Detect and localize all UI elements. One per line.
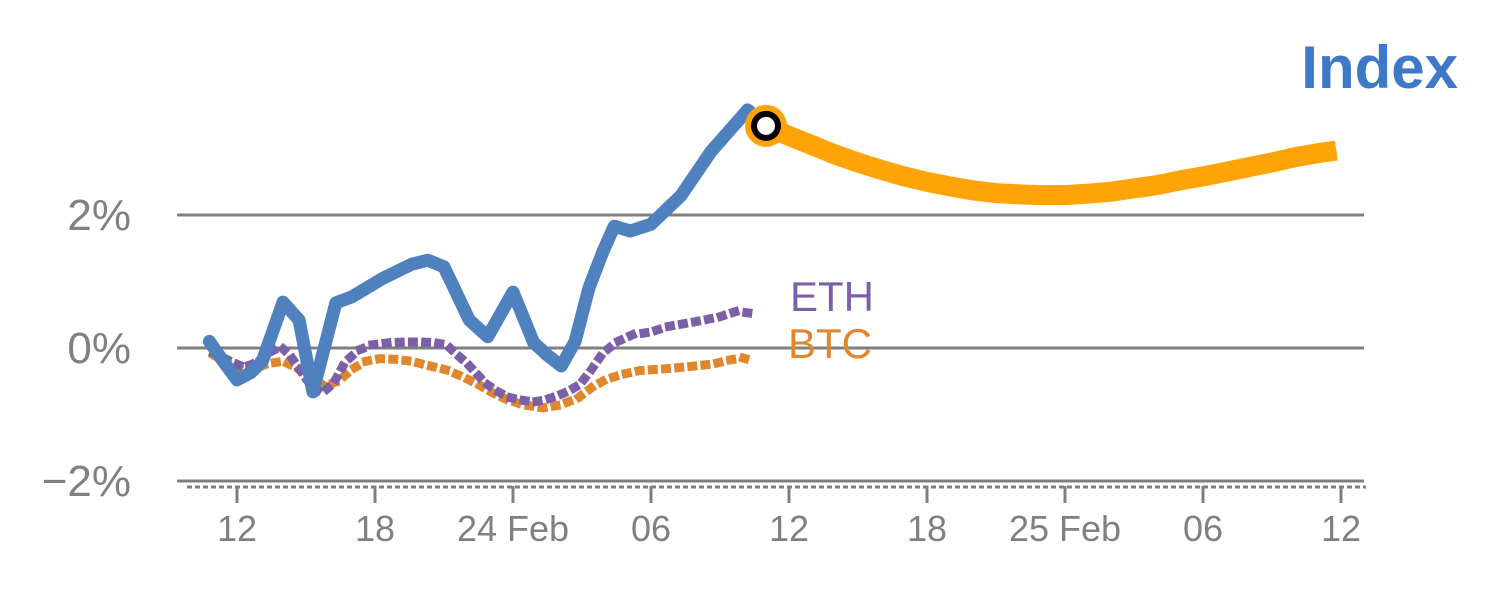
x-tick-label: 12 — [769, 508, 809, 549]
y-tick-label: 2% — [67, 191, 131, 240]
index_forecast-line — [762, 116, 1338, 206]
btc-series-label: BTC — [788, 320, 872, 367]
index_actual-line — [202, 103, 773, 399]
eth-line — [207, 306, 758, 407]
grid-layer: 2% 0% −2% — [42, 191, 1364, 506]
x-tick-label: 18 — [355, 508, 395, 549]
x-tick-label: 25 Feb — [1009, 508, 1121, 549]
label-layer: Index ETH BTC — [788, 34, 1458, 367]
btc-line — [207, 349, 761, 413]
series-layer — [202, 103, 1338, 413]
x-tick-label: 06 — [1183, 508, 1223, 549]
forecast-start-marker — [745, 104, 787, 147]
x-tick-label: 24 Feb — [457, 508, 569, 549]
x-axis: 12 18 24 Feb 06 12 18 25 Feb 06 12 — [187, 485, 1366, 549]
x-tick-label: 12 — [217, 508, 257, 549]
x-tick-label: 12 — [1321, 508, 1361, 549]
x-tick-label: 18 — [907, 508, 947, 549]
y-tick-label: 0% — [67, 324, 131, 373]
marker-ring — [751, 110, 781, 141]
y-tick-label: −2% — [42, 457, 131, 506]
eth-series-label: ETH — [790, 273, 874, 320]
x-tick-label: 06 — [631, 508, 671, 549]
chart-title: Index — [1301, 34, 1458, 101]
